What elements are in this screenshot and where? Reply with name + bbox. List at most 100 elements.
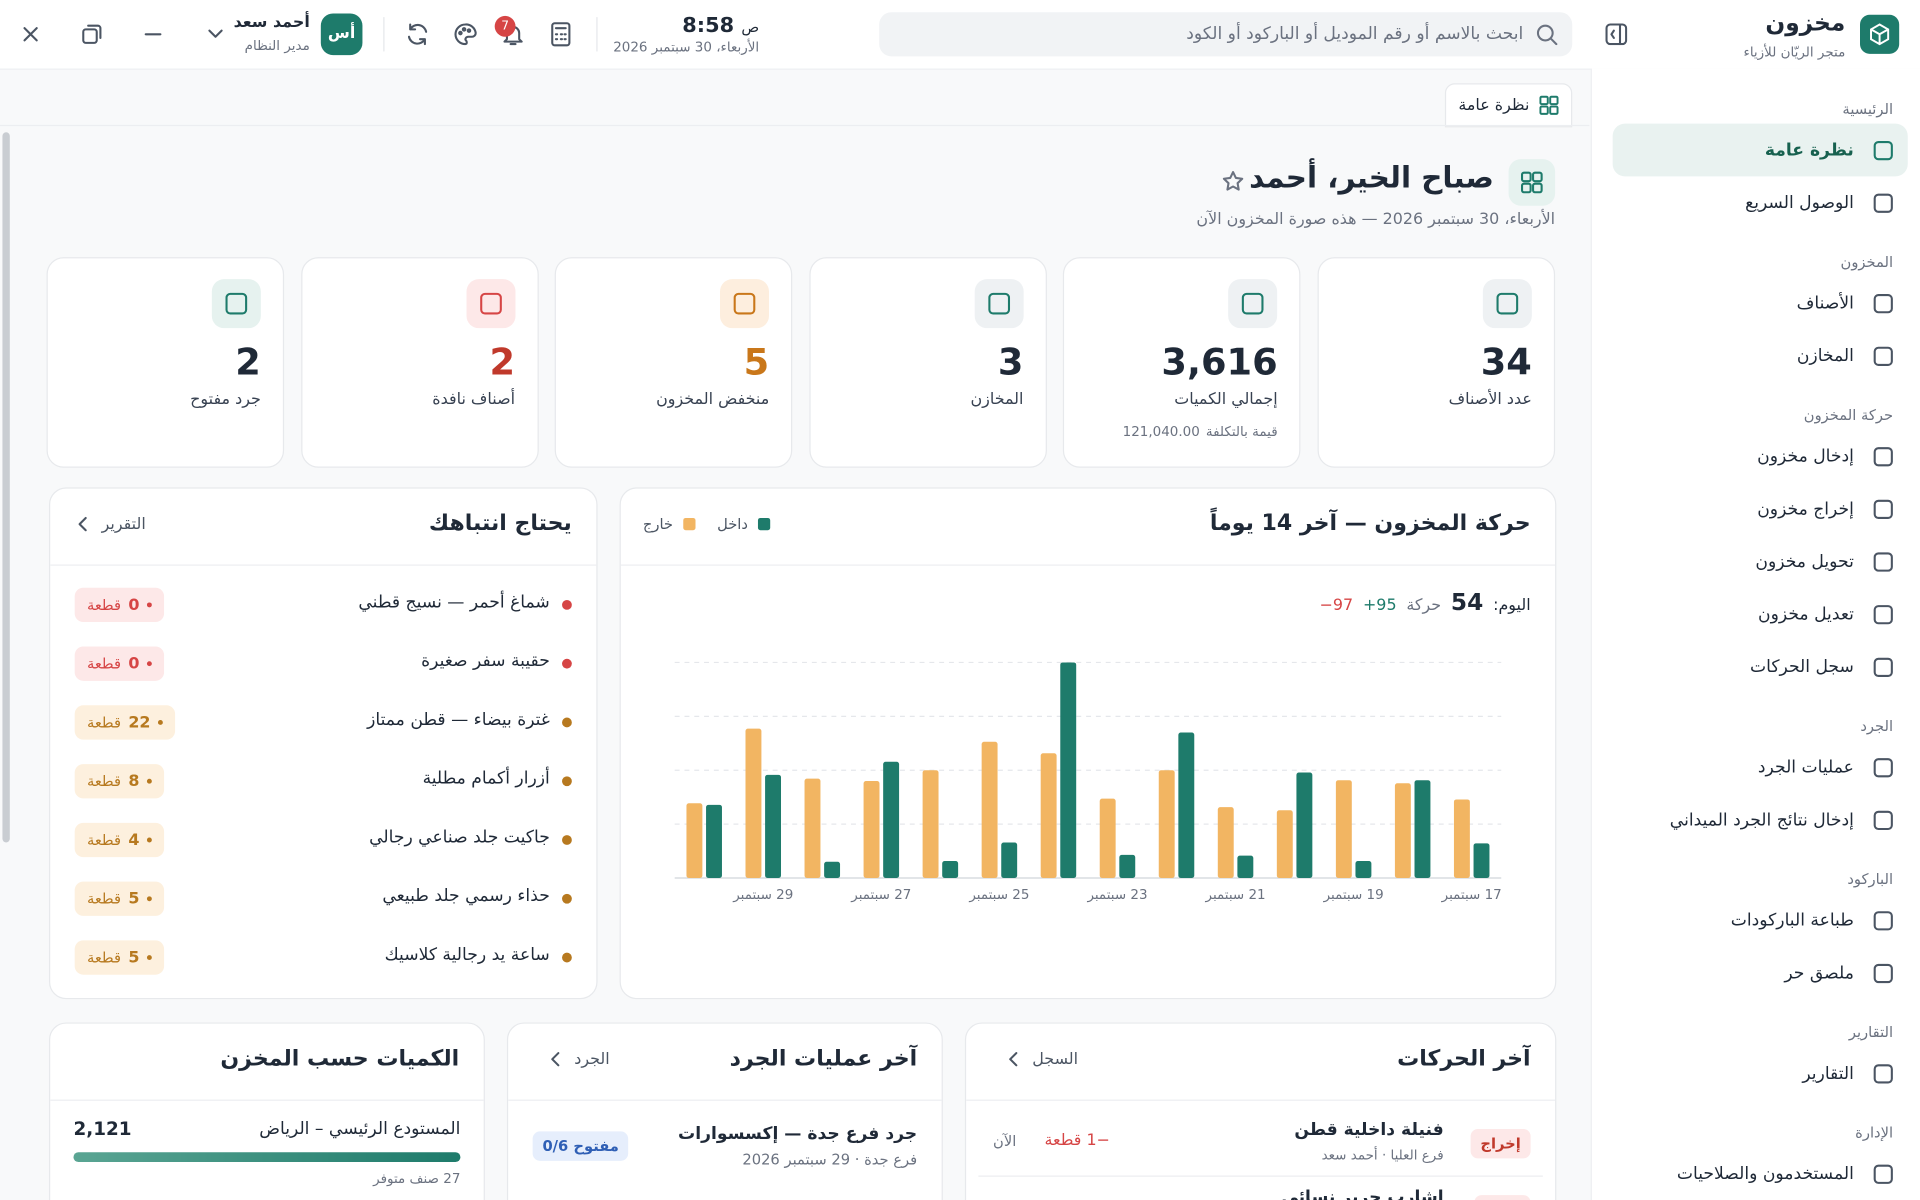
kpi-value: 3,616 bbox=[1161, 341, 1278, 385]
nav-label: التقارير bbox=[1802, 1063, 1854, 1084]
search-box[interactable]: ابحث بالاسم أو رقم الموديل أو الباركود أ… bbox=[879, 12, 1573, 57]
icon-shape bbox=[1873, 446, 1893, 466]
kpi-card: 2 جرد مفتوح bbox=[46, 257, 285, 468]
nav-item[interactable]: الوصول السريع bbox=[1613, 176, 1908, 229]
nav-icon bbox=[1873, 1063, 1893, 1083]
card-title: آخر الحركات bbox=[1397, 1045, 1531, 1072]
qty-badge: 4 قطعة bbox=[74, 822, 164, 858]
attention-row[interactable]: جاكيت جلد صناعي رجالي 4 قطعة bbox=[74, 822, 572, 859]
nav-icon bbox=[1873, 551, 1893, 572]
nav-item[interactable]: إدخال مخزون bbox=[1613, 430, 1908, 483]
x-tick-label: 23 سبتمبر bbox=[1086, 888, 1147, 903]
nav-item[interactable]: عمليات الجرد bbox=[1613, 741, 1908, 794]
tab[interactable]: نظرة عامة bbox=[1444, 83, 1573, 128]
bar bbox=[1099, 798, 1116, 878]
bar bbox=[1040, 753, 1057, 878]
nav-icon bbox=[1873, 293, 1893, 313]
nav-item[interactable]: المخازن bbox=[1613, 329, 1908, 382]
qty-value: 0 bbox=[128, 654, 140, 673]
kpi-value: 2 bbox=[235, 341, 261, 385]
icon-shape bbox=[1873, 293, 1893, 313]
icon-shape bbox=[1873, 963, 1893, 983]
attention-row[interactable]: أزرار أكمام مطلية 8 قطعة bbox=[74, 763, 572, 800]
qty-value: 0 bbox=[128, 595, 140, 615]
icon-shape bbox=[1873, 346, 1893, 366]
close-button[interactable] bbox=[21, 24, 41, 44]
nav-item[interactable]: نظرة عامة bbox=[1612, 123, 1908, 177]
icon-shape bbox=[1873, 657, 1893, 677]
nav-section-title: الرئيسية bbox=[1842, 100, 1894, 118]
count-name[interactable]: جرد فرع جدة — إكسسوارات bbox=[678, 1124, 918, 1144]
nav-item[interactable]: إدخال نتائج الجرد الميداني bbox=[1613, 793, 1908, 846]
nav-item[interactable]: سجل الحركات bbox=[1613, 640, 1908, 693]
warehouse-bar bbox=[73, 1152, 461, 1163]
kpi-value: 2 bbox=[489, 341, 516, 385]
app-logo[interactable] bbox=[1860, 14, 1900, 54]
user-menu-chevron[interactable] bbox=[207, 27, 224, 42]
minimize-button[interactable] bbox=[143, 24, 163, 44]
report-link[interactable]: التقرير bbox=[77, 516, 146, 534]
kpi-value: 5 bbox=[743, 341, 770, 385]
bar bbox=[765, 774, 782, 878]
attention-row[interactable]: شماغ أحمر — نسيج قطني 0 قطعة bbox=[74, 587, 572, 624]
icon-shape bbox=[733, 292, 756, 315]
nav-item[interactable]: ملصق حر bbox=[1613, 947, 1908, 1000]
move-item[interactable]: فنيلة داخلية قطن bbox=[1294, 1120, 1444, 1140]
nav-icon bbox=[1873, 657, 1893, 677]
bar bbox=[1473, 843, 1490, 878]
user-avatar[interactable]: أس bbox=[320, 13, 363, 56]
today-summary: اليوم: 54 حركة +95 −97 bbox=[1320, 589, 1531, 616]
qty-unit: قطعة bbox=[86, 655, 121, 673]
scrollbar[interactable] bbox=[2, 132, 10, 843]
icon-shape bbox=[225, 292, 248, 315]
recent-counts-card: آخر عمليات الجرد الجرد جرد فرع جدة — إكس… bbox=[506, 1022, 943, 1200]
nav-section-title: الباركود bbox=[1847, 870, 1894, 888]
icon-shape bbox=[1242, 292, 1264, 315]
nav-icon bbox=[1873, 910, 1893, 930]
bar bbox=[1158, 770, 1175, 878]
nav-item[interactable]: طباعة الباركودات bbox=[1613, 894, 1908, 947]
attention-row[interactable]: حقيبة سفر صغيرة 0 قطعة bbox=[74, 645, 572, 682]
card-header: آخر عمليات الجرد الجرد bbox=[508, 1024, 942, 1101]
kpi-card: 3 المخازن bbox=[809, 257, 1047, 468]
log-link[interactable]: السجل bbox=[1008, 1051, 1078, 1069]
chart-title: حركة المخزون — آخر 14 يوماً bbox=[1209, 510, 1531, 537]
refresh-button[interactable] bbox=[405, 22, 429, 46]
bar bbox=[706, 804, 722, 878]
calculator-button[interactable] bbox=[550, 22, 572, 47]
kpi-card: 5 منخفض المخزون bbox=[554, 257, 793, 468]
x-tick-label: 27 سبتمبر bbox=[850, 888, 911, 903]
attention-row[interactable]: غترة بيضاء — قطن ممتاز 22 قطعة bbox=[74, 704, 572, 741]
kpi-label: منخفض المخزون bbox=[656, 390, 770, 409]
attention-row[interactable]: ساعة يد رجالية كلاسيك 5 قطعة bbox=[74, 939, 572, 976]
bar-chart: 17 سبتمبر 19 سبتمبر 21 سبتمبر 23 سبتمبر 25 س… bbox=[674, 661, 1502, 903]
icon-shape bbox=[1873, 604, 1893, 624]
card-header: يحتاج انتباهك التقرير bbox=[50, 489, 597, 566]
status-dot bbox=[562, 776, 572, 787]
move-item[interactable]: إشارب حرير نسائي bbox=[1281, 1187, 1444, 1200]
bar bbox=[1296, 772, 1313, 878]
nav-item[interactable]: المستخدمون والصلاحيات bbox=[1613, 1147, 1908, 1200]
nav-item[interactable]: تحويل مخزون bbox=[1613, 535, 1908, 588]
nav-item[interactable]: التقارير bbox=[1613, 1047, 1908, 1100]
theme-button[interactable] bbox=[453, 22, 477, 46]
bar bbox=[1178, 732, 1195, 878]
bar bbox=[1414, 780, 1431, 878]
kpi-glyph bbox=[225, 292, 248, 315]
kpi-label: عدد الأصناف bbox=[1448, 390, 1532, 409]
counts-link[interactable]: الجرد bbox=[550, 1051, 610, 1069]
count-meta: فرع جدة · 29 سبتمبر 2026 bbox=[742, 1151, 918, 1169]
restore-button[interactable] bbox=[82, 24, 102, 44]
nav-item[interactable]: تعديل مخزون bbox=[1613, 588, 1908, 641]
card-title: الكميات حسب المخزن bbox=[220, 1045, 460, 1072]
attention-row[interactable]: حذاء رسمي جلد طبيعي 5 قطعة bbox=[74, 880, 572, 917]
bar bbox=[863, 780, 880, 878]
nav-item[interactable]: إخراج مخزون bbox=[1613, 482, 1908, 535]
favorite-button[interactable] bbox=[1222, 170, 1244, 192]
status-dot bbox=[562, 717, 572, 728]
nav-label: تعديل مخزون bbox=[1758, 604, 1854, 624]
nav-item[interactable]: الأصناف bbox=[1613, 277, 1908, 330]
app-name: مخزون bbox=[1765, 9, 1846, 37]
nav-section-title: حركة المخزون bbox=[1803, 406, 1894, 424]
sidebar-toggle[interactable] bbox=[1605, 23, 1628, 46]
